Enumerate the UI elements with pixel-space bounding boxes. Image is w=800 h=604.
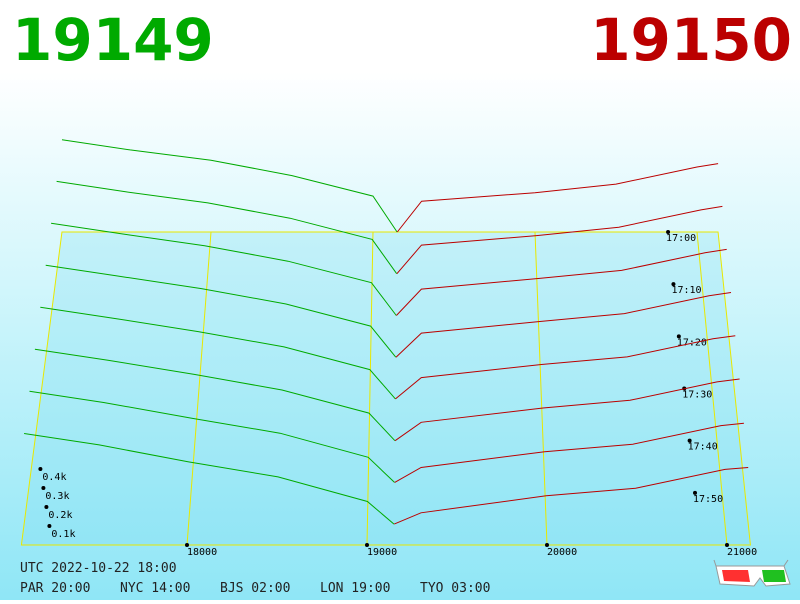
ask-price: 19150 [590, 6, 792, 74]
tick-mark [47, 524, 52, 528]
utc-time: UTC 2022-10-22 18:00 [20, 561, 177, 576]
tick-mark [671, 282, 676, 287]
bid-depth-line [34, 348, 396, 442]
3d-glasses-button[interactable] [713, 559, 791, 587]
tick-mark [41, 486, 46, 490]
tick-mark [687, 438, 692, 443]
clock: BJS 02:00 [220, 581, 290, 596]
bid-depth-line [61, 139, 398, 233]
grid-line [534, 231, 548, 546]
tick-mark [365, 543, 369, 547]
bid-depth-line [24, 433, 395, 525]
ask-depth-line [394, 467, 749, 525]
grid-line [696, 231, 728, 546]
glasses-lens-red [722, 570, 750, 582]
t-tick-label: 17:00 [666, 233, 696, 244]
ask-depth-line [395, 335, 736, 400]
clock: NYC 14:00 [120, 581, 190, 596]
t-tick-label: 17:30 [682, 390, 712, 401]
tick-mark [725, 543, 729, 547]
bid-depth-line [51, 222, 397, 316]
ask-depth-line [396, 163, 719, 233]
z-tick-label: 0.2k [48, 510, 72, 521]
z-tick-label: 0.3k [45, 491, 69, 502]
bid-depth-line [56, 180, 398, 274]
t-tick-label: 17:50 [693, 494, 723, 505]
tick-mark [676, 334, 681, 339]
glasses-lens-green [762, 570, 786, 582]
ask-depth-line [395, 292, 732, 358]
plot: 18000 19000 20000 2100017:0017:1017:2017:30… [20, 139, 757, 558]
z-tick-label: 0.4k [42, 472, 66, 483]
clock: PAR 20:00 [20, 581, 90, 596]
x-tick-label: 18000 [187, 547, 217, 558]
t-tick-label: 17:10 [671, 285, 701, 296]
z-tick-label: 0.1k [51, 529, 75, 540]
bid-depth-line [40, 306, 396, 400]
ask-depth-line [394, 422, 744, 483]
clock: LON 19:00 [320, 581, 390, 596]
tick-mark [185, 543, 189, 547]
x-tick-label: 19000 [367, 547, 397, 558]
tick-mark [44, 505, 49, 509]
ask-depth-line [396, 248, 727, 316]
tick-mark [38, 467, 43, 471]
tick-mark [666, 230, 671, 234]
bid-depth-line [29, 390, 395, 483]
tick-mark [693, 490, 698, 495]
ask-depth-line [396, 205, 723, 275]
t-tick-label: 17:40 [688, 442, 718, 453]
bid-price: 19149 [12, 6, 214, 74]
grid-line [186, 231, 212, 546]
clock: TYO 03:00 [420, 581, 490, 596]
ask-depth-line [394, 378, 740, 442]
tick-mark [545, 543, 549, 547]
x-tick-label: 21000 [727, 547, 757, 558]
glasses-arm [713, 559, 789, 567]
bid-depth-line [45, 264, 397, 358]
x-tick-label: 20000 [547, 547, 577, 558]
